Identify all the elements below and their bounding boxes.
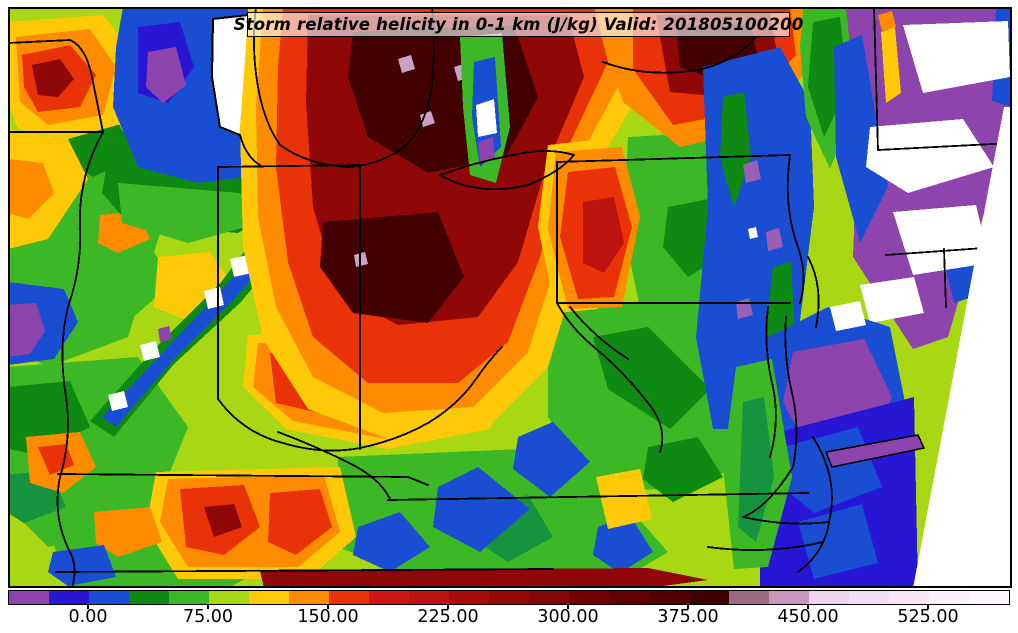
colorbar-tick-label: 75.00 bbox=[182, 607, 234, 627]
colorbar-segment bbox=[129, 591, 169, 604]
colorbar-segment bbox=[89, 591, 129, 604]
tennessee-red-cluster bbox=[26, 432, 708, 588]
topleft-red-blob bbox=[8, 15, 150, 253]
pennsylvania-red-band bbox=[538, 140, 640, 313]
colorbar-segment bbox=[809, 591, 849, 604]
colorbar-segment bbox=[649, 591, 689, 604]
colorbar-segment bbox=[609, 591, 649, 604]
colorbar-segment bbox=[209, 591, 249, 604]
colorbar-segment bbox=[929, 591, 969, 604]
colorbar-tick bbox=[207, 604, 209, 609]
colorbar-tick bbox=[927, 604, 929, 609]
colorbar-tick-label: 525.00 bbox=[897, 607, 959, 627]
colorbar-tick-label: 150.00 bbox=[297, 607, 359, 627]
central-dark-red-mass bbox=[240, 7, 658, 439]
left-blue-band bbox=[8, 282, 78, 365]
colorbar-segment bbox=[689, 591, 729, 604]
colorbar-segment bbox=[449, 591, 489, 604]
helicity-map-canvas bbox=[8, 7, 1012, 588]
colorbar-segment bbox=[569, 591, 609, 604]
colorbar-segment bbox=[969, 591, 1009, 604]
colorbar-tick bbox=[807, 604, 809, 609]
colorbar bbox=[8, 590, 1010, 605]
colorbar-tick bbox=[327, 604, 329, 609]
colorbar-tick bbox=[687, 604, 689, 609]
new-england-purple bbox=[800, 7, 1012, 349]
colorbar-tick-label: 375.00 bbox=[657, 607, 719, 627]
colorbar-segment bbox=[489, 591, 529, 604]
domain-edge-wedge bbox=[913, 107, 1012, 588]
colorbar-tick bbox=[447, 604, 449, 609]
colorbar-tick-label: 300.00 bbox=[537, 607, 599, 627]
plot-title: Storm relative helicity in 0-1 km (J/kg)… bbox=[234, 12, 803, 37]
colorbar-tick bbox=[567, 604, 569, 609]
colorbar-segment bbox=[369, 591, 409, 604]
colorbar-segment bbox=[49, 591, 89, 604]
colorbar-segment bbox=[9, 591, 49, 604]
colorbar-tick-label: 0.00 bbox=[68, 607, 108, 627]
colorbar-segment bbox=[529, 591, 569, 604]
colorbar-segment bbox=[169, 591, 209, 604]
colorbar-tick-label: 450.00 bbox=[777, 607, 839, 627]
colorbar-segment bbox=[849, 591, 889, 604]
atlantic-ocean bbox=[760, 397, 926, 588]
lake-erie-streak bbox=[460, 33, 510, 183]
colorbar-segment bbox=[329, 591, 369, 604]
colorbar-tick-label: 225.00 bbox=[417, 607, 479, 627]
colorbar-tick bbox=[87, 604, 89, 609]
colorbar-segment bbox=[889, 591, 929, 604]
colorbar-segment bbox=[729, 591, 769, 604]
map-frame bbox=[8, 7, 1012, 588]
colorbar-segment bbox=[249, 591, 289, 604]
colorbar-segment bbox=[769, 591, 809, 604]
colorbar-segment bbox=[289, 591, 329, 604]
coastal-greens bbox=[723, 359, 792, 569]
state-borders bbox=[8, 7, 1012, 588]
colorbar-segment bbox=[409, 591, 449, 604]
